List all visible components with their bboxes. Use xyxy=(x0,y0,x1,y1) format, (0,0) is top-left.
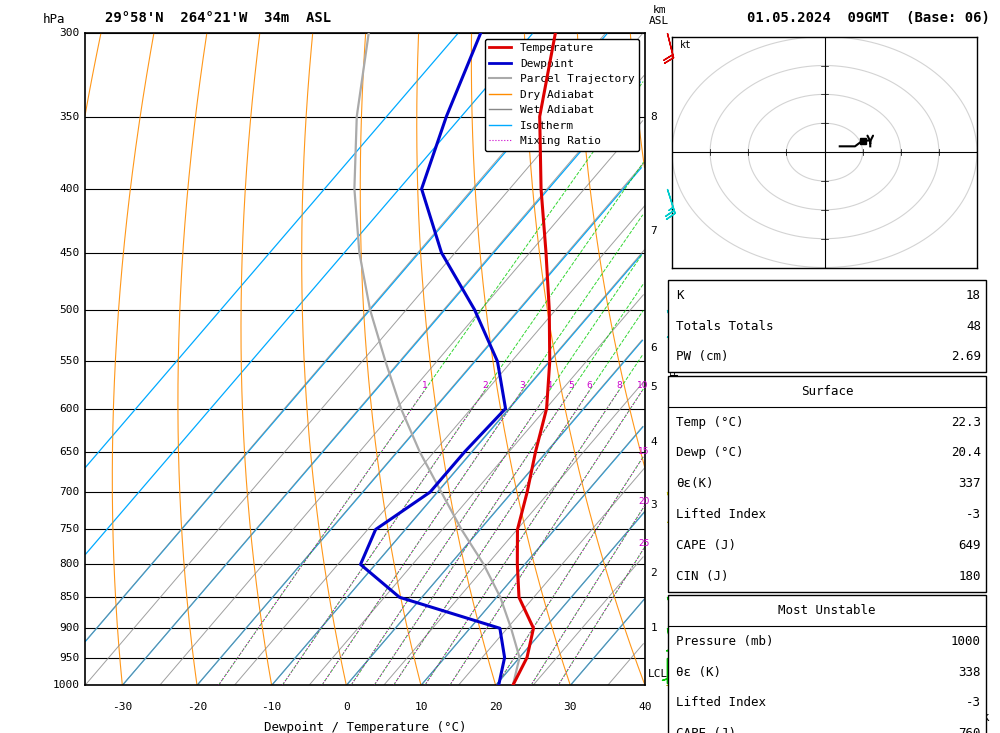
Text: 7: 7 xyxy=(651,226,657,235)
Text: CAPE (J): CAPE (J) xyxy=(676,727,736,733)
Text: 350: 350 xyxy=(59,111,79,122)
Text: Lifted Index: Lifted Index xyxy=(676,508,766,521)
Text: 1000: 1000 xyxy=(52,680,79,690)
Legend: Temperature, Dewpoint, Parcel Trajectory, Dry Adiabat, Wet Adiabat, Isotherm, Mi: Temperature, Dewpoint, Parcel Trajectory… xyxy=(485,39,639,151)
Text: K: K xyxy=(676,289,684,302)
Text: 30: 30 xyxy=(564,701,577,712)
Text: 20: 20 xyxy=(489,701,502,712)
Text: 950: 950 xyxy=(59,652,79,663)
Text: 40: 40 xyxy=(638,701,652,712)
Text: 2: 2 xyxy=(482,381,488,390)
Text: 4: 4 xyxy=(651,437,657,447)
Text: 600: 600 xyxy=(59,404,79,413)
Text: 338: 338 xyxy=(958,666,981,679)
Text: 8: 8 xyxy=(616,381,622,390)
Text: 15: 15 xyxy=(638,446,650,456)
Text: 18: 18 xyxy=(966,289,981,302)
Text: 5: 5 xyxy=(651,383,657,392)
Text: -3: -3 xyxy=(966,696,981,710)
Text: 800: 800 xyxy=(59,559,79,570)
Text: 6: 6 xyxy=(651,344,657,353)
Text: 500: 500 xyxy=(59,305,79,314)
Text: 0: 0 xyxy=(343,701,350,712)
Text: -30: -30 xyxy=(112,701,132,712)
Text: 850: 850 xyxy=(59,592,79,603)
Text: PW (cm): PW (cm) xyxy=(676,350,728,364)
Text: Dewpoint / Temperature (°C): Dewpoint / Temperature (°C) xyxy=(264,721,466,733)
Text: 48: 48 xyxy=(966,320,981,333)
Text: Surface: Surface xyxy=(801,385,853,398)
Text: © weatheronline.co.uk: © weatheronline.co.uk xyxy=(832,711,990,724)
Text: 1: 1 xyxy=(422,381,428,390)
Text: Temp (°C): Temp (°C) xyxy=(676,416,744,429)
Text: Pressure (mb): Pressure (mb) xyxy=(676,635,774,648)
Text: 337: 337 xyxy=(958,477,981,490)
Text: 300: 300 xyxy=(59,28,79,38)
Text: 1: 1 xyxy=(651,622,657,633)
Text: 900: 900 xyxy=(59,623,79,633)
Text: CAPE (J): CAPE (J) xyxy=(676,539,736,552)
Text: Totals Totals: Totals Totals xyxy=(676,320,774,333)
Text: 550: 550 xyxy=(59,356,79,366)
Text: km
ASL: km ASL xyxy=(649,5,669,26)
Text: 450: 450 xyxy=(59,248,79,258)
Text: 1000: 1000 xyxy=(951,635,981,648)
Text: Dewp (°C): Dewp (°C) xyxy=(676,446,744,460)
Text: 22.3: 22.3 xyxy=(951,416,981,429)
Text: 20.4: 20.4 xyxy=(951,446,981,460)
Text: 6: 6 xyxy=(587,381,593,390)
Text: kt: kt xyxy=(680,40,691,50)
Text: 3: 3 xyxy=(651,500,657,510)
Text: LCL: LCL xyxy=(648,669,668,679)
Text: 8: 8 xyxy=(651,111,657,122)
Text: -20: -20 xyxy=(187,701,207,712)
Text: 650: 650 xyxy=(59,447,79,457)
Text: 25: 25 xyxy=(638,539,649,548)
Text: Most Unstable: Most Unstable xyxy=(778,604,876,617)
Text: hPa: hPa xyxy=(43,13,65,26)
Text: 750: 750 xyxy=(59,525,79,534)
Text: 700: 700 xyxy=(59,487,79,497)
Text: θε (K): θε (K) xyxy=(676,666,721,679)
Text: -3: -3 xyxy=(966,508,981,521)
Text: Lifted Index: Lifted Index xyxy=(676,696,766,710)
Text: 20: 20 xyxy=(639,497,650,506)
Text: 4: 4 xyxy=(547,381,552,390)
Text: 760: 760 xyxy=(958,727,981,733)
Text: 2: 2 xyxy=(651,567,657,578)
Text: 180: 180 xyxy=(958,570,981,583)
Text: 649: 649 xyxy=(958,539,981,552)
Text: 10: 10 xyxy=(414,701,428,712)
Text: Mixing Ratio (g/kg): Mixing Ratio (g/kg) xyxy=(671,295,681,423)
Text: 10: 10 xyxy=(637,381,648,390)
Text: CIN (J): CIN (J) xyxy=(676,570,728,583)
Text: 3: 3 xyxy=(519,381,525,390)
Text: θε(K): θε(K) xyxy=(676,477,714,490)
Text: 2.69: 2.69 xyxy=(951,350,981,364)
Text: 5: 5 xyxy=(569,381,574,390)
Text: -10: -10 xyxy=(262,701,282,712)
Text: 29°58'N  264°21'W  34m  ASL: 29°58'N 264°21'W 34m ASL xyxy=(105,11,331,26)
Text: 01.05.2024  09GMT  (Base: 06): 01.05.2024 09GMT (Base: 06) xyxy=(747,11,990,26)
Text: 400: 400 xyxy=(59,184,79,194)
